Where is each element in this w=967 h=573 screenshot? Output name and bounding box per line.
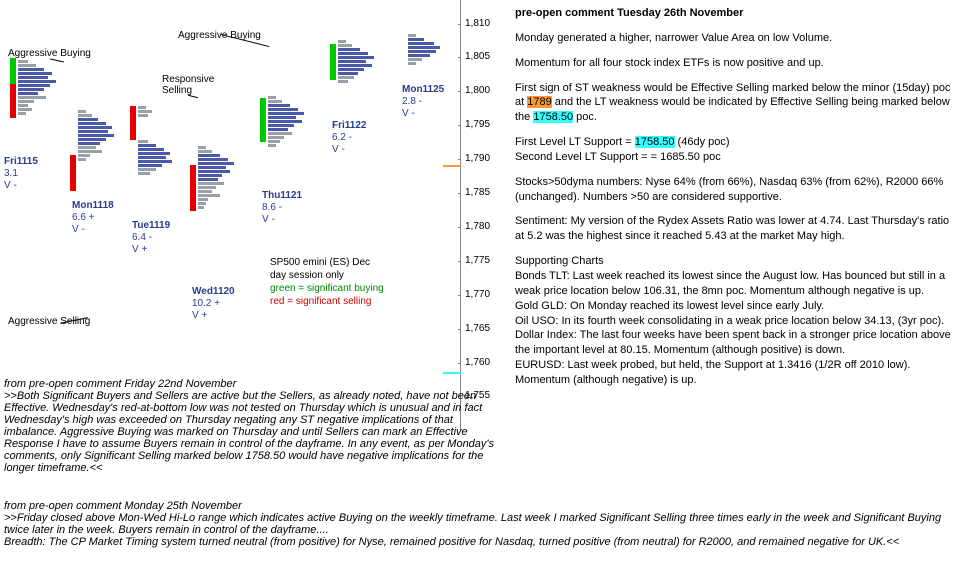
chart-annotation: ResponsiveSelling <box>162 74 214 96</box>
p7-dxy: Dollar Index: The last four weeks have b… <box>515 329 951 356</box>
prior-mon-l2: Breadth: The CP Market Timing system tur… <box>4 536 899 548</box>
ytick: 1,780 <box>465 221 490 232</box>
price-chart: Fri11153.1V - Mon11186.6 +V - Tue11196.4 -… <box>0 0 460 400</box>
p7-bonds: Bonds TLT: Last week reached its lowest … <box>515 270 945 297</box>
ytick: 1,785 <box>465 187 490 198</box>
p3c: poc. <box>573 111 597 123</box>
sig-sell-bar <box>10 84 16 118</box>
poc-1758: 1758.50 <box>533 111 573 123</box>
p7-oil: Oil USO: In its fourth week consolidatin… <box>515 315 944 327</box>
p7-head: Supporting Charts <box>515 255 604 267</box>
day-label: Thu11218.6 -V - <box>262 190 302 226</box>
day-label: Tue11196.4 -V + <box>132 220 170 256</box>
ytick: 1,770 <box>465 289 490 300</box>
chart-annotation: Aggressive Buying <box>178 30 261 41</box>
prior-comment-mon: from pre-open comment Monday 25th Novemb… <box>4 500 959 548</box>
prior-fri-head: from pre-open comment Friday 22nd Novemb… <box>4 378 236 390</box>
prior-comment-fri: from pre-open comment Friday 22nd Novemb… <box>4 378 504 474</box>
commentary-p1: Monday generated a higher, narrower Valu… <box>515 31 960 46</box>
commentary-p7: Supporting Charts Bonds TLT: Last week r… <box>515 254 960 388</box>
instrument-label: SP500 emini (ES) Dec day session only <box>270 257 370 281</box>
poc-1789: 1789 <box>527 96 551 108</box>
sig-sell-bar <box>190 165 196 211</box>
day-label: Fri11226.2 -V - <box>332 120 366 156</box>
prior-mon-l1: >>Friday closed above Mon-Wed Hi-Lo rang… <box>4 512 941 536</box>
chart-annotation: Aggressive Selling <box>8 316 90 327</box>
day-label: Mon11186.6 +V - <box>72 200 114 236</box>
sig-buy-bar <box>10 58 16 84</box>
legend-sell: red = significant selling <box>270 296 371 307</box>
day-label: Wed112010.2 +V + <box>192 286 235 322</box>
commentary-p4: First Level LT Support = 1758.50 (46dy p… <box>515 135 960 165</box>
ytick: 1,765 <box>465 323 490 334</box>
ytick: 1,800 <box>465 85 490 96</box>
commentary-p6: Sentiment: My version of the Rydex Asset… <box>515 214 960 244</box>
poc-marker <box>443 165 461 167</box>
sig-buy-bar <box>330 44 336 80</box>
prior-mon-head: from pre-open comment Monday 25th Novemb… <box>4 500 242 512</box>
chart-annotation: Aggressive Buying <box>8 48 91 59</box>
prior-fri-body: >>Both Significant Buyers and Sellers ar… <box>4 390 494 474</box>
poc-marker <box>443 372 461 374</box>
day-label: Mon11252.8 -V - <box>402 84 444 120</box>
poc-1758b: 1758.50 <box>635 136 675 148</box>
commentary-column: pre-open comment Tuesday 26th November M… <box>515 6 960 398</box>
p4a: First Level LT Support = <box>515 136 635 148</box>
ytick: 1,775 <box>465 255 490 266</box>
chart-legend: SP500 emini (ES) Dec day session only gr… <box>270 256 450 308</box>
commentary-p2: Momentum for all four stock index ETFs i… <box>515 56 960 71</box>
ytick: 1,810 <box>465 18 490 29</box>
commentary-p3: First sign of ST weakness would be Effec… <box>515 81 960 126</box>
commentary-title: pre-open comment Tuesday 26th November <box>515 7 743 19</box>
page-root: Fri11153.1V - Mon11186.6 +V - Tue11196.4 -… <box>0 0 967 573</box>
ytick: 1,795 <box>465 119 490 130</box>
p7-eur: EURUSD: Last week probed, but held, the … <box>515 359 910 386</box>
ytick: 1,760 <box>465 357 490 368</box>
sig-sell-bar <box>130 106 136 140</box>
sig-sell-bar <box>70 155 76 191</box>
sig-buy-bar <box>260 98 266 142</box>
p7-gold: Gold GLD: On Monday reached its lowest l… <box>515 300 824 312</box>
day-label: Fri11153.1V - <box>4 156 38 192</box>
commentary-p5: Stocks>50dyma numbers: Nyse 64% (from 66… <box>515 175 960 205</box>
p4c: Second Level LT Support = = 1685.50 poc <box>515 151 721 163</box>
p4b: (46dy poc) <box>675 136 730 148</box>
y-axis: 1,7551,7601,7651,7701,7751,7801,7851,790… <box>460 0 511 430</box>
legend-buy: green = significant buying <box>270 283 384 294</box>
ytick: 1,805 <box>465 51 490 62</box>
ytick: 1,790 <box>465 153 490 164</box>
